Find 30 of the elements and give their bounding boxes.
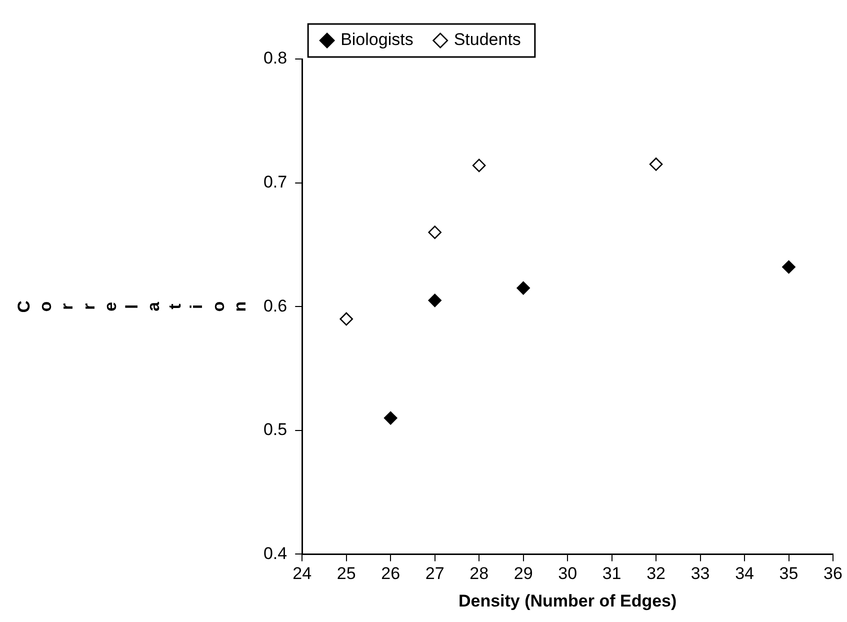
legend-label: Biologists — [340, 30, 414, 50]
text: Correlation — [14, 300, 250, 313]
x-tick-label: 26 — [381, 564, 400, 584]
y-tick-label: 0.4 — [263, 544, 288, 563]
x-tick-label: 36 — [824, 564, 842, 584]
point — [516, 281, 530, 295]
x-tick-label: 25 — [336, 564, 356, 584]
y-tick-label: 0.6 — [263, 296, 288, 316]
point — [428, 226, 442, 239]
legend-label: Students — [454, 30, 521, 50]
x-axis-title: Density (Number of Edges) — [458, 591, 677, 610]
point — [384, 411, 398, 425]
point — [782, 260, 796, 274]
x-tick-label: 30 — [558, 564, 578, 584]
x-tick-label: 34 — [735, 564, 754, 584]
x-tick-label: 32 — [646, 564, 666, 584]
point — [649, 158, 663, 171]
point — [340, 312, 354, 326]
x-tick-label: 28 — [470, 564, 489, 584]
y-tick-label: 0.5 — [263, 420, 288, 440]
y-tick-label: 0.8 — [263, 48, 288, 68]
x-tick-label: 33 — [690, 564, 710, 584]
x-tick-label: 24 — [292, 564, 312, 584]
x-tick-label: 35 — [779, 564, 798, 584]
point — [428, 294, 442, 308]
x-tick-label: 27 — [425, 564, 444, 584]
y-tick-label: 0.7 — [263, 172, 288, 192]
x-tick-label: 31 — [602, 564, 622, 584]
point — [472, 158, 486, 172]
x-tick-label: 29 — [514, 564, 533, 584]
